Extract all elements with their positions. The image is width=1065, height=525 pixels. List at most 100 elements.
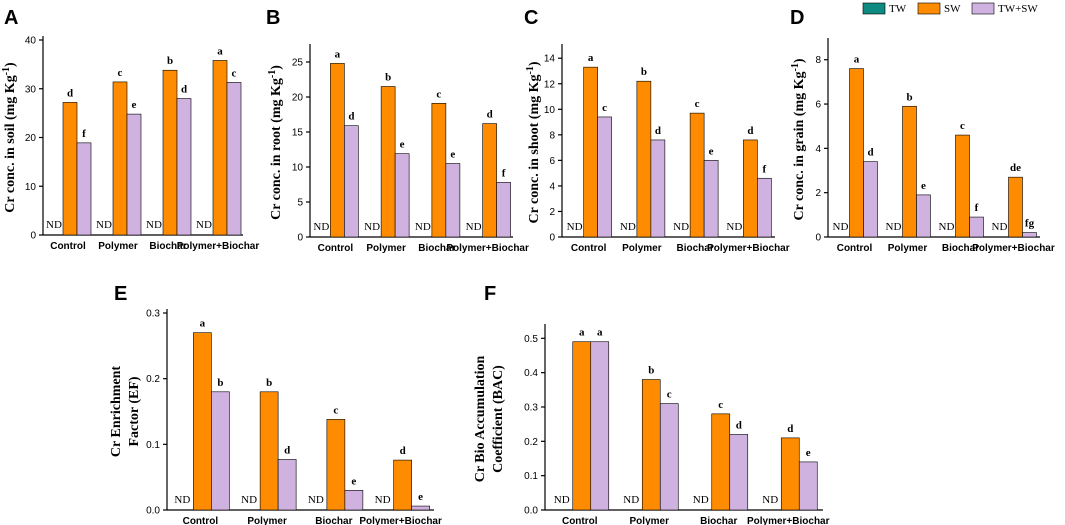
y-tick-label: 0.1 — [524, 471, 538, 482]
nd-label: ND — [833, 221, 849, 233]
nd-label: ND — [762, 494, 778, 506]
significance-letter: a — [335, 48, 341, 60]
bar-tw-sw — [344, 489, 364, 511]
significance-letter: a — [854, 54, 860, 66]
x-category-label: Polymer+Biochar — [177, 241, 260, 252]
nd-label: ND — [96, 219, 112, 231]
significance-letter: a — [588, 52, 594, 64]
nd-label: ND — [673, 221, 689, 233]
bar-tw-sw — [226, 82, 242, 236]
significance-letter: f — [975, 202, 979, 214]
y-tick-label: 40 — [25, 36, 37, 47]
significance-letter: d — [736, 419, 742, 431]
x-category-label: Control — [318, 243, 354, 254]
significance-letter: f — [502, 167, 506, 179]
significance-letter: a — [579, 327, 585, 339]
y-axis-label: Cr conc. in root (mg Kg-1) — [267, 65, 284, 220]
significance-letter: d — [348, 111, 354, 123]
y-tick-label: 0.0 — [146, 506, 160, 517]
x-category-label: Polymer+Biochar — [446, 243, 529, 254]
x-category-label: Biochar — [149, 241, 186, 252]
bar-sw — [62, 102, 78, 236]
y-axis-label: Cr conc. in shoot (mg Kg-1) — [525, 61, 542, 223]
y-tick-label: 20 — [292, 93, 304, 104]
y-tick-label: 4 — [549, 181, 555, 192]
significance-letter: c — [232, 67, 237, 79]
significance-letter: b — [385, 72, 391, 84]
bar-sw — [743, 139, 758, 238]
significance-letter: d — [787, 423, 793, 435]
significance-letter: f — [763, 163, 767, 175]
significance-letter: d — [67, 87, 73, 99]
nd-label: ND — [174, 494, 190, 506]
x-category-label: Polymer — [98, 241, 138, 252]
panel-letter: C — [524, 7, 538, 29]
bar-sw — [902, 105, 917, 238]
chart-panel-e: E Cr Enrichment Factor (EF) 0.0 0.1 0.2 0.3 Con… — [109, 283, 442, 525]
x-category-label: Control — [562, 516, 598, 525]
nd-label: ND — [554, 494, 570, 506]
significance-letter: c — [436, 88, 441, 100]
y-tick-label: 2 — [815, 188, 821, 199]
x-category-label: Biochar — [942, 243, 979, 254]
significance-letter: b — [167, 55, 173, 67]
x-category-label: Polymer+Biochar — [707, 243, 790, 254]
significance-letter: c — [667, 389, 672, 401]
bar-tw-sw — [969, 216, 984, 238]
significance-letter: b — [266, 377, 272, 389]
x-category-label: Polymer+Biochar — [747, 516, 830, 525]
bar-tw-sw — [76, 142, 92, 236]
significance-letter: b — [641, 66, 647, 78]
x-category-label: Polymer — [622, 243, 662, 254]
bar-tw-sw — [176, 98, 192, 236]
chart-panel-d: D Cr conc. in grain (mg Kg-1) 0 2 4 6 8 Control… — [790, 7, 1055, 254]
x-category-label: Biochar — [418, 243, 455, 254]
bar-sw — [482, 123, 497, 238]
bar-tw-sw — [411, 505, 430, 511]
nd-label: ND — [308, 494, 324, 506]
significance-letter: a — [200, 318, 206, 330]
significance-letter: e — [400, 139, 405, 151]
significance-letter: e — [132, 99, 137, 111]
significance-letter: de — [1010, 162, 1021, 174]
y-tick-label: 0.5 — [524, 334, 538, 345]
y-tick-label: 25 — [292, 58, 304, 69]
bar-tw-sw — [277, 459, 297, 511]
nd-label: ND — [623, 494, 639, 506]
y-axis-label: Cr conc. in soil (mg Kg-1) — [1, 62, 18, 213]
y-tick-label: 8 — [549, 130, 555, 141]
nd-label: ND — [992, 221, 1008, 233]
significance-letter: d — [284, 444, 290, 456]
y-axis-label: Cr conc. in grain (mg Kg-1) — [790, 58, 807, 220]
y-tick-label: 10 — [25, 182, 37, 193]
nd-label: ND — [46, 219, 62, 231]
bar-sw — [1008, 176, 1023, 238]
bar-sw — [641, 379, 661, 511]
bar-tw-sw — [757, 177, 772, 238]
x-category-label: Control — [571, 243, 607, 254]
nd-label: ND — [146, 219, 162, 231]
bar-tw-sw — [659, 403, 679, 511]
x-category-label: Polymer — [366, 243, 406, 254]
chart-panels: ACr conc. in soil (mg Kg-1)010203040Cont… — [1, 7, 1055, 525]
bar-tw-sw — [344, 125, 359, 238]
bar-tw-sw — [211, 391, 230, 511]
y-tick-label: 0 — [297, 233, 303, 244]
nd-label: ND — [375, 494, 391, 506]
bar-tw-sw — [650, 139, 666, 238]
x-category-label: Polymer — [888, 243, 928, 254]
significance-letter: c — [602, 102, 607, 114]
y-tick-label: 15 — [292, 128, 304, 139]
chart-panel-c: C Cr conc. in shoot (mg Kg-1) 0 2 4 6 8 10 12 14 C… — [524, 7, 790, 254]
bar-tw-sw — [597, 116, 612, 238]
significance-letter: c — [695, 98, 700, 110]
y-tick-label: 20 — [25, 133, 37, 144]
significance-letter: e — [709, 145, 714, 157]
bar-tw-sw — [590, 341, 610, 511]
bar-sw — [955, 134, 970, 238]
y-tick-label: 0.2 — [524, 437, 538, 448]
chart-panel-f: F Cr Bio Accumulation Coefficient (BAC) 0.0… — [473, 283, 830, 525]
nd-label: ND — [241, 494, 257, 506]
bar-tw-sw — [703, 160, 719, 238]
